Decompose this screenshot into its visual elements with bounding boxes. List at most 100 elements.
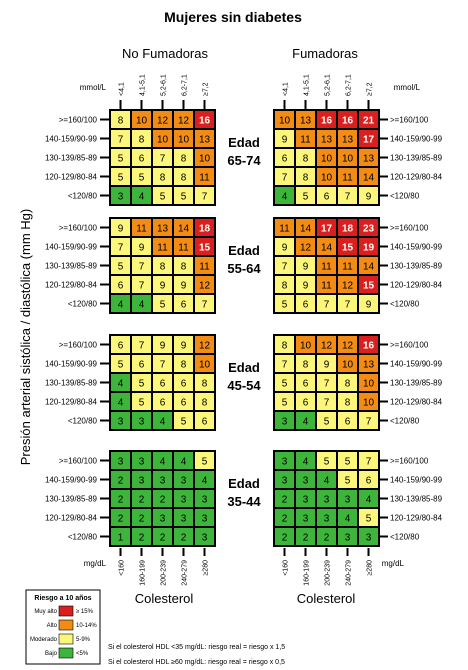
risk-value: 3: [160, 476, 166, 487]
risk-value: 4: [366, 495, 372, 506]
risk-cell: [296, 111, 315, 128]
mgdl-tick-label: 200-239: [325, 560, 332, 586]
risk-value: 5: [345, 457, 351, 468]
risk-cell: [153, 490, 172, 507]
risk-value: 4: [345, 514, 351, 525]
risk-value: 6: [139, 360, 145, 371]
risk-value: 10: [342, 154, 354, 165]
risk-value: 11: [342, 262, 353, 273]
risk-cell: [338, 412, 357, 429]
risk-value: 8: [160, 262, 166, 273]
bp-label-left: 120-129/80-84: [45, 173, 98, 182]
risk-value: 10: [363, 379, 375, 390]
risk-cell: [195, 393, 214, 410]
risk-cell: [317, 111, 336, 128]
risk-value: 10: [178, 135, 190, 146]
legend-level-label: Alto: [47, 623, 58, 629]
risk-cell: [338, 149, 357, 166]
x-axis-label-left: Colesterol: [135, 591, 194, 606]
risk-value: 3: [118, 457, 124, 468]
risk-cell: [174, 412, 193, 429]
risk-value: 12: [321, 341, 333, 352]
risk-value: 3: [366, 533, 372, 544]
risk-value: 5: [345, 476, 351, 487]
risk-cell: [296, 257, 315, 274]
risk-cell: [153, 111, 172, 128]
risk-cell: [317, 187, 336, 204]
risk-value: 3: [282, 476, 288, 487]
risk-value: 9: [282, 243, 288, 254]
age-label-top: Edad: [228, 135, 260, 150]
risk-cell: [132, 295, 151, 312]
risk-value: 4: [202, 476, 208, 487]
risk-cell: [174, 130, 193, 147]
bp-label-right: 120-129/80-84: [390, 398, 443, 407]
risk-value: 19: [363, 243, 375, 254]
bp-label-left: 140-159/90-99: [45, 476, 98, 485]
mgdl-tick-label: 240-279: [182, 560, 189, 586]
risk-value: 17: [363, 135, 375, 146]
risk-value: 6: [345, 417, 351, 428]
age-label-top: Edad: [228, 476, 260, 491]
risk-cell: [275, 355, 294, 372]
risk-cell: [111, 130, 130, 147]
risk-cell: [359, 509, 378, 526]
mmol-tick-label: ≥7,2: [367, 82, 374, 96]
bp-label-left: <120/80: [68, 533, 98, 542]
risk-value: 11: [300, 135, 311, 146]
risk-cell: [174, 374, 193, 391]
risk-value: 4: [139, 192, 145, 203]
mmol-tick-label: 5,2-6,1: [161, 74, 168, 96]
risk-cell: [195, 452, 214, 469]
risk-cell: [317, 149, 336, 166]
risk-cell: [132, 374, 151, 391]
risk-value: 8: [303, 173, 309, 184]
risk-cell: [296, 295, 315, 312]
bp-label-left: <120/80: [68, 300, 98, 309]
risk-cell: [275, 111, 294, 128]
risk-cell: [132, 471, 151, 488]
risk-value: 3: [118, 417, 124, 428]
risk-value: 2: [139, 514, 145, 525]
risk-value: 5: [282, 379, 288, 390]
risk-value: 4: [181, 457, 187, 468]
unit-mgdl-right: mg/dL: [382, 559, 405, 568]
risk-cell: [359, 276, 378, 293]
bp-label-right: 140-159/90-99: [390, 476, 443, 485]
risk-value: 2: [118, 476, 124, 487]
risk-cell: [275, 490, 294, 507]
risk-cell: [195, 412, 214, 429]
risk-cell: [338, 471, 357, 488]
risk-cell: [317, 276, 336, 293]
risk-value: 10: [342, 360, 354, 371]
risk-cell: [174, 168, 193, 185]
legend: Riesgo a 10 años Muy alto ≥ 15% Alto 10-14%…: [25, 589, 101, 665]
risk-cell: [338, 295, 357, 312]
risk-value: 16: [363, 341, 375, 352]
bp-label-right: 130-139/85-89: [390, 379, 443, 388]
risk-value: 6: [160, 398, 166, 409]
risk-value: 5: [160, 192, 166, 203]
bp-label-left: >=160/100: [59, 116, 98, 125]
risk-value: 9: [366, 300, 372, 311]
risk-value: 7: [118, 243, 124, 254]
mmol-tick-label: <4,1: [283, 82, 290, 96]
risk-cell: [153, 336, 172, 353]
risk-value: 3: [181, 476, 187, 487]
risk-cell: [195, 238, 214, 255]
risk-value: 7: [282, 173, 288, 184]
legend-level-label: Muy alto: [34, 609, 57, 615]
risk-value: 6: [118, 341, 124, 352]
risk-cell: [338, 130, 357, 147]
risk-value: 13: [363, 154, 375, 165]
risk-value: 3: [181, 495, 187, 506]
risk-cell: [359, 374, 378, 391]
risk-cell: [338, 168, 357, 185]
risk-cell: [275, 393, 294, 410]
risk-panels: 8 10 12 12 167 8 10 10 135 6 7 8 105 5 8 8 113 4 5 5 710 13 16…: [45, 74, 443, 586]
risk-value: 14: [321, 243, 333, 254]
risk-cell: [296, 393, 315, 410]
risk-value: 8: [181, 360, 187, 371]
risk-value: 8: [202, 379, 208, 390]
age-label-top: Edad: [228, 360, 260, 375]
